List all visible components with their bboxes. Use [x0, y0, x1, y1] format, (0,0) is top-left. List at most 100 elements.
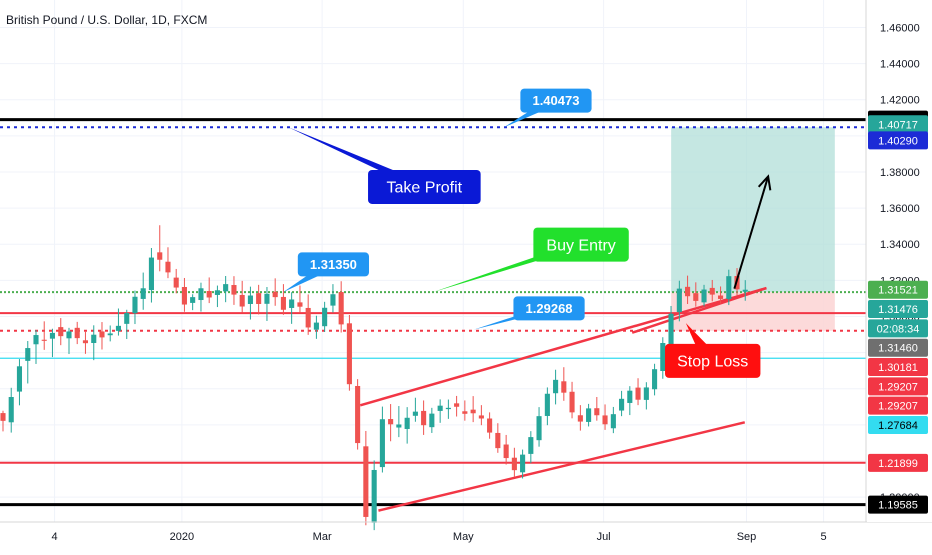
channel-line-lower — [378, 421, 746, 512]
candle-body — [470, 409, 476, 414]
candle-body — [726, 276, 732, 299]
candle-body — [41, 339, 47, 341]
candle-body — [478, 415, 484, 419]
price-label-bg — [868, 115, 928, 134]
candle-body — [330, 294, 336, 306]
channel-line-middle — [631, 286, 767, 334]
candle-body — [643, 387, 649, 400]
candle-body — [668, 313, 674, 345]
projection-arrow — [733, 174, 772, 289]
y-tick-label: 1.44000 — [880, 59, 920, 71]
candle-body — [49, 332, 55, 339]
candle-body — [528, 437, 534, 454]
price-label: 1.27684 — [878, 420, 918, 432]
candle-body — [363, 446, 369, 517]
candle-body — [33, 335, 39, 345]
x-tick-label: Jul — [597, 531, 611, 543]
price-channel — [359, 286, 767, 512]
candle-body — [487, 418, 493, 433]
y-tick-label: 1.42000 — [880, 95, 920, 107]
callout-box-take-profit-price — [520, 88, 592, 113]
callout-box-stop-loss — [665, 343, 761, 378]
candle-body — [437, 405, 443, 411]
x-tick-label: 5 — [821, 531, 827, 543]
price-label: 1.40290 — [878, 135, 918, 147]
price-labels: 1.408991.407171.402901.315211.3147602:08… — [868, 110, 928, 514]
y-tick-label: 1.36000 — [880, 203, 920, 215]
candle-body — [190, 297, 196, 303]
candle-body — [429, 413, 435, 428]
candle-body — [511, 457, 517, 471]
candle-body — [0, 413, 6, 421]
candle-body — [91, 334, 97, 344]
price-label-bg — [868, 338, 928, 357]
arrow-head — [757, 174, 772, 191]
candle-body — [701, 289, 707, 303]
candle-body — [66, 331, 72, 339]
price-label-bg — [868, 416, 928, 435]
candle-body — [247, 295, 253, 304]
candle-body — [536, 416, 542, 441]
price-label: 1.21899 — [878, 458, 918, 470]
profit-zone — [671, 127, 835, 293]
callout-text-stop-loss: Stop Loss — [677, 354, 748, 371]
price-label: 1.31521 — [878, 285, 918, 297]
trade-zones — [671, 127, 835, 331]
candle-body — [322, 307, 328, 327]
candle-body — [74, 327, 80, 339]
chart-grid — [0, 0, 866, 522]
candle-body — [602, 415, 608, 425]
candle-body — [371, 469, 377, 523]
callout-text-buy-entry: Buy Entry — [546, 237, 615, 254]
candle-body — [742, 289, 748, 292]
candle-body — [157, 252, 163, 260]
candle-body — [577, 415, 583, 422]
candle-body — [462, 411, 468, 414]
candle-body — [264, 293, 270, 304]
callout-text-entry-level-price: 1.29268 — [526, 301, 573, 316]
candle-body — [280, 296, 286, 310]
candle-body — [99, 331, 105, 338]
candle-body — [82, 340, 88, 344]
x-tick-label: 2020 — [170, 531, 194, 543]
y-tick-label: 1.34000 — [880, 239, 920, 251]
candle-body — [140, 288, 146, 299]
candle-body — [660, 343, 666, 371]
candle-body — [8, 397, 14, 423]
candle-body — [627, 390, 633, 403]
candle-body — [173, 277, 179, 288]
candle-body — [231, 285, 237, 295]
candle-body — [445, 407, 451, 410]
chart-title: British Pound / U.S. Dollar, 1D, FXCM — [6, 13, 207, 27]
candle-body — [223, 284, 229, 292]
callout-text-take-profit: Take Profit — [387, 180, 463, 197]
candle-body — [165, 261, 171, 273]
callout-text-buy-entry-price: 1.31350 — [310, 257, 357, 272]
candle-body — [619, 398, 625, 411]
price-label-bg — [868, 453, 928, 472]
candle-body — [313, 322, 319, 330]
candle-body — [685, 286, 691, 297]
candle-body — [404, 417, 410, 429]
candle-body — [709, 287, 715, 295]
candle-body — [520, 454, 526, 473]
candle-body — [297, 302, 303, 307]
price-label: 1.29207 — [878, 381, 918, 393]
price-label-bg — [868, 358, 928, 377]
candle-body — [676, 288, 682, 313]
time-axis[interactable]: 4 2020 Mar May Jul Sep 5 — [51, 531, 826, 543]
price-label-bg — [868, 396, 928, 415]
price-label: 1.29207 — [878, 401, 918, 413]
candle-body — [256, 293, 262, 304]
candle-body — [115, 325, 121, 331]
y-tick-label: 1.46000 — [880, 22, 920, 34]
candle-body — [693, 293, 699, 301]
candle-body — [586, 408, 592, 422]
candle-body — [289, 299, 295, 308]
x-tick-label: Mar — [313, 531, 332, 543]
y-tick-label: 1.38000 — [880, 167, 920, 179]
candle-body — [355, 385, 361, 444]
candle-body — [272, 291, 278, 298]
